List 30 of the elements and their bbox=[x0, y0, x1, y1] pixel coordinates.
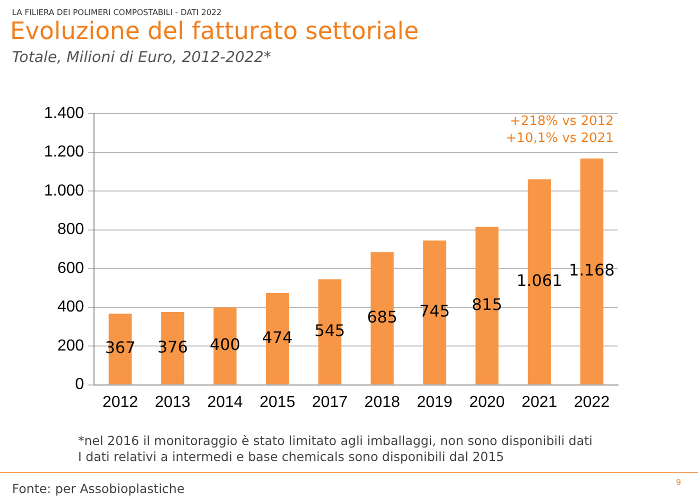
x-tick-label: 2017 bbox=[312, 394, 348, 411]
x-tick-label: 2021 bbox=[522, 394, 558, 411]
x-tick-label: 2014 bbox=[207, 394, 243, 411]
data-label: 367 bbox=[104, 338, 136, 358]
y-tick-label: 600 bbox=[57, 260, 84, 277]
y-tick-label: 1.200 bbox=[44, 144, 84, 161]
y-tick-label: 200 bbox=[57, 337, 84, 354]
data-label: 1.168 bbox=[568, 260, 615, 280]
source-note: Fonte: per Assobioplastiche bbox=[12, 481, 185, 496]
x-tick-label: 2018 bbox=[364, 394, 400, 411]
y-tick-label: 1.400 bbox=[44, 105, 84, 122]
x-tick-label: 2019 bbox=[416, 394, 453, 411]
y-tick-label: 1.000 bbox=[44, 182, 84, 200]
x-tick-label: 2015 bbox=[260, 394, 296, 411]
x-tick-label: 2020 bbox=[469, 394, 505, 411]
y-tick-label: 800 bbox=[57, 221, 84, 238]
y-tick-label: 0 bbox=[75, 376, 84, 394]
chart-title: Evoluzione del fatturato settoriale bbox=[10, 17, 419, 45]
data-label: 400 bbox=[210, 334, 240, 354]
data-label: 815 bbox=[472, 294, 502, 314]
chart-subtitle: Totale, Milioni di Euro, 2012-2022* bbox=[12, 48, 272, 66]
text: LA FILIERA DEI POLIMERI COMPOSTABILI - DATI 2022 bbox=[12, 8, 222, 17]
data-label: 376 bbox=[157, 337, 188, 356]
text: 9 bbox=[676, 478, 682, 487]
text: *nel 2016 il monitoraggio è stato limitato agli imballaggi, non sono disponibili dati I dati relativi a intermedi e base chemicals sono disponibili dal 2015 bbox=[78, 433, 592, 465]
annotation: +218% vs 2012 +10,1% vs 2021 bbox=[506, 112, 614, 147]
x-tick-label: 2022 bbox=[574, 394, 610, 411]
x-tick-label: 2012 bbox=[102, 394, 138, 411]
x-tick-label: 2013 bbox=[154, 394, 191, 411]
y-tick-label: 400 bbox=[57, 298, 84, 316]
